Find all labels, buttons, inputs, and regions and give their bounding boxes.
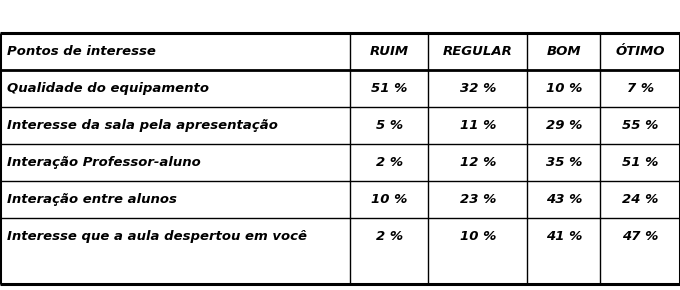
Text: Pontos de interesse: Pontos de interesse: [7, 45, 156, 58]
Text: RUIM: RUIM: [370, 45, 409, 58]
Text: Interesse da sala pela apresentação: Interesse da sala pela apresentação: [7, 119, 277, 132]
Text: 7 %: 7 %: [627, 82, 653, 95]
Text: Qualidade do equipamento: Qualidade do equipamento: [7, 82, 209, 95]
Text: Interesse que a aula despertou em você: Interesse que a aula despertou em você: [7, 230, 307, 243]
Text: 2 %: 2 %: [376, 230, 403, 243]
Text: 43 %: 43 %: [545, 193, 582, 206]
Text: ÓTIMO: ÓTIMO: [615, 45, 665, 58]
Text: 12 %: 12 %: [460, 156, 496, 169]
Text: 10 %: 10 %: [371, 193, 407, 206]
Text: Interação Professor-aluno: Interação Professor-aluno: [7, 156, 201, 169]
Text: Interação entre alunos: Interação entre alunos: [7, 193, 177, 206]
Text: 55 %: 55 %: [622, 119, 658, 132]
Text: 2 %: 2 %: [376, 156, 403, 169]
Text: 51 %: 51 %: [622, 156, 658, 169]
Text: 10 %: 10 %: [460, 230, 496, 243]
Text: 10 %: 10 %: [545, 82, 582, 95]
Text: 41 %: 41 %: [545, 230, 582, 243]
Text: 23 %: 23 %: [460, 193, 496, 206]
Text: 51 %: 51 %: [371, 82, 407, 95]
Text: 5 %: 5 %: [376, 119, 403, 132]
Text: 24 %: 24 %: [622, 193, 658, 206]
Text: 47 %: 47 %: [622, 230, 658, 243]
Text: 35 %: 35 %: [545, 156, 582, 169]
Text: 29 %: 29 %: [545, 119, 582, 132]
Text: 32 %: 32 %: [460, 82, 496, 95]
Text: 11 %: 11 %: [460, 119, 496, 132]
Text: REGULAR: REGULAR: [443, 45, 513, 58]
Text: BOM: BOM: [547, 45, 581, 58]
